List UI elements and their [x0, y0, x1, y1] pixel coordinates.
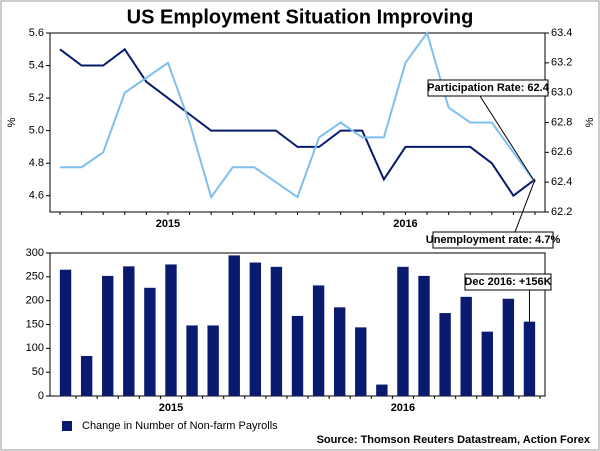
- y-tick-label: 300: [26, 247, 44, 259]
- y-tick-label: 4.6: [29, 190, 44, 202]
- chart-title: US Employment Situation Improving: [127, 6, 474, 28]
- annotation: Dec 2016: +156K: [464, 276, 551, 288]
- y-tick-label: 50: [32, 366, 44, 378]
- bar: [207, 325, 219, 396]
- bar: [502, 298, 515, 396]
- bar: [523, 321, 536, 396]
- bar: [59, 269, 72, 396]
- y-tick-label: 250: [26, 271, 44, 283]
- bar: [312, 285, 325, 396]
- bar: [80, 355, 93, 396]
- x-tick-label: 2016: [393, 218, 417, 230]
- annotation-box: [464, 273, 552, 291]
- y2-tick-label: 62.4: [551, 176, 572, 188]
- series-line: [60, 30, 536, 200]
- y-tick-label: 5.0: [29, 125, 44, 137]
- source: Source: Thomson Reuters Datastream, Acti…: [317, 434, 591, 446]
- bar: [439, 313, 451, 396]
- bar: [291, 315, 304, 396]
- y-tick-label: 150: [26, 318, 44, 330]
- series-line: [59, 47, 536, 198]
- y2-tick-label: 63.4: [551, 27, 572, 39]
- annotation: Participation Rate: 62.4: [427, 82, 550, 94]
- bar: [102, 275, 114, 396]
- bar: [186, 325, 198, 396]
- y2-tick-label: 62.8: [551, 116, 572, 128]
- y2-tick-label: 63.2: [551, 57, 572, 69]
- y2-axis-label: %: [584, 117, 596, 127]
- bar: [481, 331, 493, 396]
- x-tick-label: 2015: [156, 218, 180, 230]
- legend-label: Change in Number of Non-farm Payrolls: [82, 420, 278, 432]
- y-tick-label: 5.6: [29, 27, 44, 39]
- y-tick-label: 100: [26, 342, 44, 354]
- y-tick-label: 0: [38, 390, 44, 402]
- bar: [249, 262, 262, 396]
- x-tick-label: 2016: [391, 402, 415, 414]
- y-tick-label: 5.2: [29, 92, 44, 104]
- y-tick-label: 5.4: [29, 59, 44, 71]
- bar: [123, 266, 135, 396]
- legend-swatch: [62, 421, 72, 431]
- callout: [514, 179, 536, 233]
- bar: [270, 266, 283, 396]
- bar: [228, 255, 240, 396]
- annotation: Unemployment rate: 4.7%: [426, 234, 561, 246]
- annotation-box: [427, 79, 549, 97]
- bar: [376, 384, 388, 396]
- bar: [460, 296, 472, 396]
- bar: [165, 264, 177, 396]
- bar: [418, 275, 430, 396]
- callout: [479, 95, 536, 183]
- y2-tick-label: 62.2: [551, 206, 572, 218]
- y-tick-label: 200: [26, 295, 44, 307]
- bar: [333, 307, 346, 396]
- bar: [397, 266, 409, 396]
- annotation-box: [432, 231, 554, 249]
- y2-tick-label: 63.0: [551, 87, 572, 99]
- bar: [144, 287, 156, 396]
- y2-tick-label: 62.6: [551, 146, 572, 158]
- y-axis-label: %: [6, 117, 18, 127]
- x-tick-label: 2015: [159, 402, 183, 414]
- y-tick-label: 4.8: [29, 157, 44, 169]
- bar: [355, 327, 367, 396]
